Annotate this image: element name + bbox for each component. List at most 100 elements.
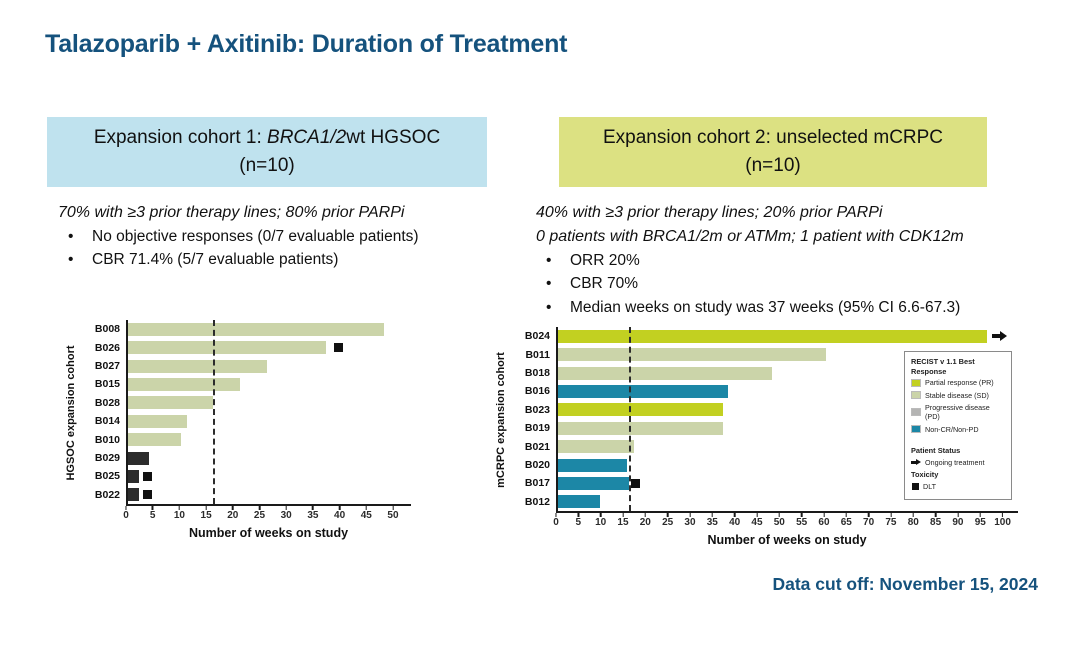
x-tick-25: 25 (253, 510, 266, 521)
pr-swatch-icon (911, 378, 921, 387)
cohort2-header-box: Expansion cohort 2: unselected mCRPC (n=… (559, 117, 987, 187)
x-tick-15: 15 (617, 517, 629, 528)
patient-id-B011: B011 (525, 348, 550, 361)
x-tick-35: 35 (706, 517, 718, 528)
legend-pd-label: Progressive disease (PD) (925, 402, 990, 422)
patient-id-B015: B015 (94, 378, 120, 391)
cohort2-header-line1: Expansion cohort 2: unselected mCRPC (602, 127, 944, 149)
legend-entry-ncnp: Non-CR/Non-PD (911, 425, 1005, 434)
x-tick-50: 50 (773, 517, 785, 528)
x-tick-15: 15 (200, 510, 212, 521)
legend-entry-pr: Partial response (PR) (911, 378, 1005, 387)
non-cr-non-pd-swatch-icon (911, 425, 921, 434)
cohort2-bullet-3: • Median weeks on study was 37 weeks (95%… (536, 296, 1056, 319)
duration-bar-B019 (558, 421, 724, 435)
page-title: Talazoparib + Axitinib: Duration of Trea… (45, 30, 568, 58)
duration-bar-B021 (558, 440, 634, 454)
hgsoc-x-axis-label: Number of weeks on study (188, 526, 349, 540)
cohort1-bullet-1-text: No objective responses (0/7 evaluable pa… (92, 228, 419, 245)
reference-line-16-weeks (629, 327, 632, 511)
x-tick-35: 35 (307, 510, 319, 521)
chart-legend: RECIST v 1.1 Best Response Partial respo… (904, 351, 1012, 501)
hgsoc-duration-chart: HGSOC expansion cohort B008 B026 B027 B015 B… (62, 320, 442, 540)
cohort1-header-suffix: wt HGSOC (346, 127, 441, 149)
cohort2-header-n: (n=10) (745, 155, 801, 176)
legend-sd-label: Stable disease (SD) (925, 390, 989, 400)
cohort1-summary: 70% with ≥3 prior therapy lines; 80% pri… (58, 201, 518, 272)
duration-bar-B010 (128, 433, 182, 447)
legend-ongoing-label: Ongoing treatment (925, 457, 985, 467)
x-tick-80: 80 (907, 517, 919, 528)
x-tick-45: 45 (751, 517, 763, 528)
patient-id-B019: B019 (524, 422, 550, 435)
duration-bar-B018 (558, 366, 773, 380)
x-tick-95: 95 (974, 517, 986, 528)
x-tick-50: 50 (387, 510, 399, 521)
hgsoc-x-axis: 0 5 10 15 20 25 30 35 40 45 50 (123, 506, 411, 524)
duration-bar-B008 (128, 322, 385, 336)
sd-swatch-icon (911, 391, 921, 400)
duration-bar-B020 (558, 458, 628, 472)
bullet-icon: • (546, 252, 552, 269)
duration-bar-B022 (128, 488, 139, 502)
x-tick-25: 25 (662, 517, 674, 528)
x-tick-60: 60 (818, 517, 830, 528)
cohort2-bullet-2-text: CBR 70% (570, 275, 639, 293)
x-tick-0: 0 (123, 510, 129, 521)
bullet-icon: • (546, 298, 552, 316)
hgsoc-patient-labels: B008 B026 B027 B015 B028 B014 B010 B029 B025 B022 (80, 320, 126, 506)
legend-ncnp-label: Non-CR/Non-PD (925, 424, 979, 434)
duration-bar-B029 (128, 451, 150, 465)
duration-bar-B017 (558, 476, 630, 490)
x-tick-20: 20 (639, 517, 651, 528)
cohort2-subtitle-1: 40% with ≥3 prior therapy lines; 20% pri… (536, 204, 883, 221)
reference-line-16-weeks (213, 320, 216, 504)
cohort1-header-gene: BRCA1/2 (267, 127, 347, 149)
dlt-square-icon (912, 482, 919, 490)
x-tick-100: 100 (994, 517, 1011, 528)
duration-bar-B014 (128, 414, 187, 428)
x-tick-40: 40 (729, 517, 741, 528)
cohort2-subtitle-2: 0 patients with BRCA1/2m or ATMm; 1 pati… (536, 228, 964, 245)
legend-patient-status-title: Patient Status (911, 446, 961, 456)
duration-bar-B028 (128, 396, 214, 410)
bullet-icon: • (68, 228, 74, 245)
mcrpc-x-axis: 0 5 10 15 20 25 30 35 40 45 50 55 60 65 70 75 80 85 90 95 10… (553, 513, 1018, 531)
cohort2-bullet-1: • ORR 20% (536, 249, 1056, 272)
x-tick-10: 10 (595, 517, 607, 528)
bullet-icon: • (546, 275, 552, 293)
cohort2-summary: 40% with ≥3 prior therapy lines; 20% pri… (536, 201, 1056, 319)
x-tick-85: 85 (930, 517, 942, 528)
patient-id-B020: B020 (524, 458, 550, 471)
patient-id-B014: B014 (94, 415, 120, 428)
legend-pr-label: Partial response (PR) (925, 378, 994, 388)
x-tick-55: 55 (796, 517, 808, 528)
x-tick-10: 10 (173, 510, 185, 521)
legend-dlt-label: DLT (923, 481, 937, 491)
duration-bar-B016 (558, 384, 728, 398)
patient-id-B026: B026 (94, 341, 120, 354)
duration-bar-B023 (558, 403, 724, 417)
duration-bar-B026 (128, 341, 326, 355)
cohort1-bullet-2-text: CBR 71.4% (5/7 evaluable patients) (92, 251, 339, 269)
patient-id-B018: B018 (524, 366, 550, 379)
cohort1-bullet-2: • CBR 71.4% (5/7 evaluable patients) (58, 248, 518, 271)
mcrpc-plot-area: RECIST v 1.1 Best Response Partial respo… (556, 327, 1018, 513)
dlt-marker-B025 (142, 471, 152, 481)
data-cutoff-note: Data cut off: November 15, 2024 (772, 574, 1038, 594)
x-tick-90: 90 (952, 517, 964, 528)
hgsoc-plot-area (126, 320, 411, 506)
x-tick-5: 5 (149, 510, 156, 521)
x-tick-5: 5 (575, 517, 582, 528)
x-tick-20: 20 (227, 510, 239, 521)
dlt-marker-B017 (631, 478, 641, 488)
cohort1-header-n: (n=10) (239, 155, 295, 176)
patient-id-B023: B023 (524, 403, 550, 416)
x-tick-40: 40 (334, 510, 346, 521)
duration-bar-B027 (128, 359, 267, 373)
patient-id-B027: B027 (94, 359, 120, 372)
cohort2-bullet-2: • CBR 70% (536, 272, 1056, 295)
patient-id-B028: B028 (94, 396, 120, 409)
cohort1-header-line1: Expansion cohort 1: BRCA1/2wt HGSOC (94, 124, 440, 152)
